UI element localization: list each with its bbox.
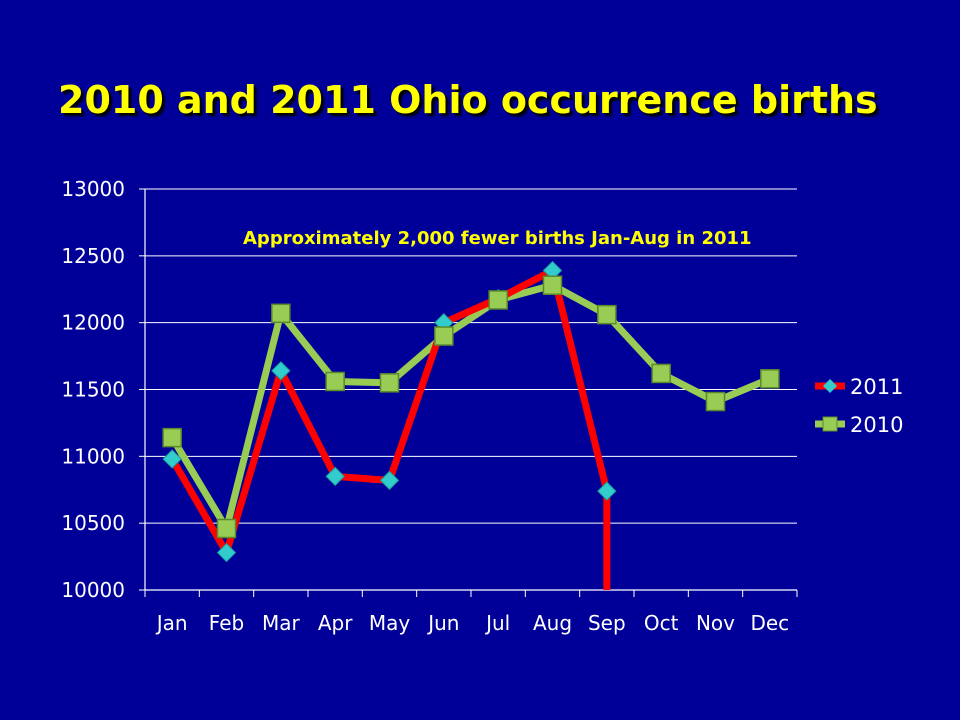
data-point-2010 <box>651 363 671 384</box>
series <box>162 260 780 590</box>
x-tick-label: Jan <box>155 611 188 635</box>
y-tick-label: 12500 <box>61 244 125 268</box>
data-point-2010 <box>542 275 563 295</box>
y-tick-label: 11500 <box>61 378 125 402</box>
data-point-2010 <box>705 391 726 412</box>
chart-title: 2010 and 2011 Ohio occurrence births <box>58 78 878 122</box>
x-tick-label: Dec <box>750 611 789 635</box>
y-tick-label: 12000 <box>61 311 125 335</box>
data-point-2011 <box>216 542 237 563</box>
series-line-2010 <box>169 281 772 533</box>
data-point-2011 <box>597 481 617 501</box>
legend-item-2010: 2010 <box>815 413 903 437</box>
data-point-2011 <box>325 466 345 487</box>
series-line-2011 <box>169 267 611 590</box>
data-point-2011 <box>379 470 400 491</box>
grid-lines <box>145 188 797 524</box>
x-tick-label: Aug <box>533 611 572 635</box>
y-tick-label: 11000 <box>61 444 125 468</box>
x-tick-label: May <box>369 611 411 635</box>
chart-annotation: Approximately 2,000 fewer births Jan-Aug… <box>243 228 752 249</box>
legend-label: 2010 <box>850 413 903 437</box>
series-2010-markers <box>162 275 780 539</box>
x-tick-label: Nov <box>696 611 735 635</box>
data-point-2010 <box>162 427 182 448</box>
data-point-2010 <box>434 326 454 346</box>
data-point-2010 <box>488 290 508 310</box>
data-point-2010 <box>216 518 237 539</box>
x-tick-label: Sep <box>588 611 626 635</box>
legend-label: 2011 <box>850 375 903 399</box>
y-axis-ticks: 13000 12500 12000 11500 11000 10500 10000 <box>61 177 145 602</box>
data-point-2011 <box>271 361 291 381</box>
y-tick-label: 10000 <box>61 578 125 602</box>
x-axis-ticks: Jan Feb Mar Apr May Jun Jul Aug Sep Oct Nov Dec <box>144 590 798 635</box>
data-point-2010 <box>760 369 780 389</box>
y-tick-label: 10500 <box>61 511 125 535</box>
legend-swatch-marker <box>823 379 837 393</box>
x-tick-label: Apr <box>318 611 353 635</box>
legend: 2011 2010 <box>815 375 903 437</box>
legend-item-2011: 2011 <box>815 375 903 399</box>
x-tick-label: Feb <box>209 611 244 635</box>
x-tick-label: Jun <box>426 611 459 635</box>
y-tick-label: 13000 <box>61 177 125 201</box>
data-point-2010 <box>379 373 400 393</box>
data-point-2010 <box>271 303 291 324</box>
data-point-2010 <box>325 371 345 392</box>
series-2010-line <box>169 281 772 533</box>
x-tick-label: Mar <box>262 611 301 635</box>
data-point-2010 <box>597 304 617 325</box>
x-tick-label: Jul <box>484 611 510 635</box>
legend-swatch-marker <box>822 416 838 432</box>
x-tick-label: Oct <box>644 611 679 635</box>
series-2011-line <box>169 267 611 590</box>
data-point-2011 <box>162 449 182 469</box>
